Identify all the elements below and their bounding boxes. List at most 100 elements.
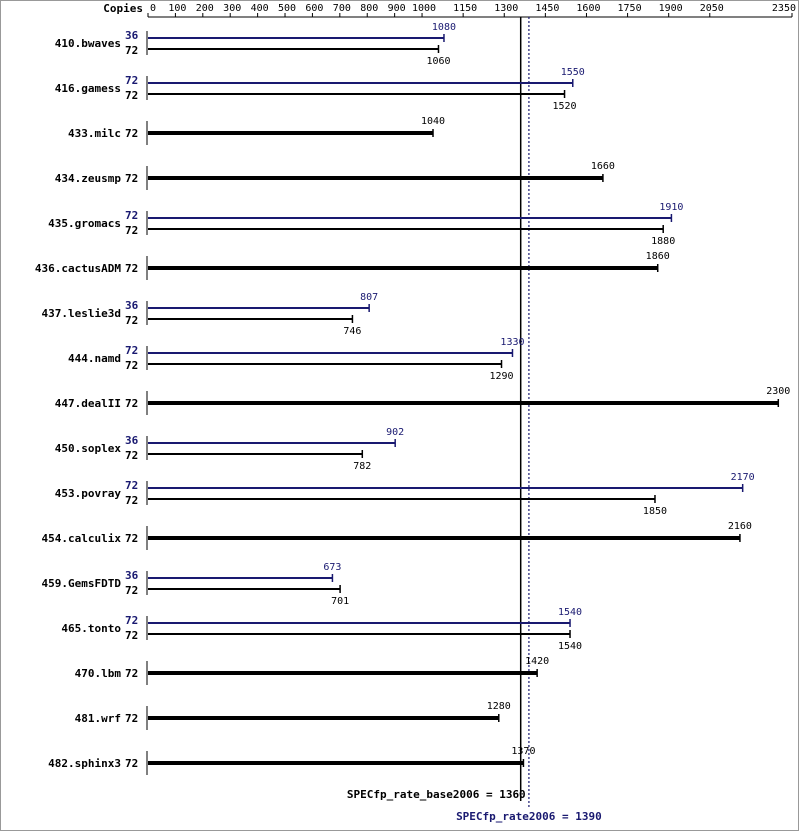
value-label: 1880: [651, 236, 675, 247]
benchmark-label: 470.lbm: [75, 667, 122, 680]
value-label: 807: [360, 292, 378, 303]
value-label: 1080: [432, 22, 456, 33]
value-label: 1290: [489, 371, 513, 382]
copies: 72: [125, 359, 138, 372]
bar: [148, 93, 565, 95]
x-tick-label: 700: [333, 3, 351, 14]
value-label: 902: [386, 427, 404, 438]
bar: [148, 37, 444, 39]
benchmark-label: 437.leslie3d: [42, 307, 121, 320]
value-label: 1330: [500, 337, 524, 348]
bar: [148, 536, 740, 540]
benchmark-label: 435.gromacs: [48, 217, 121, 230]
bar: [148, 266, 658, 270]
benchmark-label: 433.milc: [68, 127, 121, 140]
copies: 72: [125, 614, 138, 627]
x-tick-label: 300: [223, 3, 241, 14]
value-label: 701: [331, 596, 349, 607]
bar: [148, 401, 779, 405]
value-label: 673: [323, 562, 341, 573]
copies: 72: [125, 89, 138, 102]
bar: [148, 588, 341, 590]
x-tick-label: 0: [150, 3, 156, 14]
copies: 72: [125, 262, 138, 275]
copies: 36: [125, 299, 139, 312]
value-label: 1040: [421, 116, 445, 127]
benchmark-label: 410.bwaves: [55, 37, 121, 50]
value-label: 746: [343, 326, 361, 337]
value-label: 1540: [558, 641, 582, 652]
benchmark-label: 447.dealII: [55, 397, 121, 410]
x-tick-label: 1300: [494, 3, 518, 14]
copies: 72: [125, 757, 138, 770]
benchmark-label: 450.soplex: [55, 442, 122, 455]
bar: [148, 176, 603, 180]
copies: 72: [125, 494, 138, 507]
x-tick-label: 1750: [618, 3, 642, 14]
value-label: 782: [353, 461, 371, 472]
copies: 36: [125, 569, 139, 582]
copies: 72: [125, 172, 138, 185]
copies: 72: [125, 127, 138, 140]
bar: [148, 307, 370, 309]
copies: 72: [125, 532, 138, 545]
bar: [148, 217, 672, 219]
x-tick-label: 800: [360, 3, 378, 14]
bar: [148, 352, 513, 354]
copies: 72: [125, 314, 138, 327]
bar: [148, 577, 333, 579]
bar: [148, 716, 499, 720]
benchmark-label: 436.cactusADM: [35, 262, 121, 275]
value-label: 2160: [728, 521, 752, 532]
x-tick-label: 500: [278, 3, 296, 14]
copies: 72: [125, 224, 138, 237]
value-label: 2300: [766, 386, 790, 397]
x-tick-label: 900: [388, 3, 406, 14]
value-label: 1520: [552, 101, 576, 112]
copies: 72: [125, 584, 138, 597]
x-tick-label: 1600: [576, 3, 600, 14]
copies: 72: [125, 629, 138, 642]
benchmark-label: 416.gamess: [55, 82, 121, 95]
benchmark-label: 444.namd: [68, 352, 121, 365]
copies: 72: [125, 712, 138, 725]
value-label: 1860: [646, 251, 670, 262]
benchmark-label: 481.wrf: [75, 712, 121, 725]
copies: 72: [125, 397, 138, 410]
bar: [148, 453, 363, 455]
x-tick-label: 100: [168, 3, 186, 14]
benchmark-label: 454.calculix: [42, 532, 122, 545]
benchmark-label: 465.tonto: [61, 622, 121, 635]
reference-label: SPECfp_rate2006 = 1390: [456, 810, 602, 823]
bar: [148, 761, 524, 765]
x-tick-label: 1000: [412, 3, 436, 14]
x-tick-label: 2050: [700, 3, 724, 14]
x-tick-label: 1900: [659, 3, 683, 14]
copies: 72: [125, 74, 138, 87]
copies: 72: [125, 44, 138, 57]
bar: [148, 442, 396, 444]
x-tick-label: 2350: [772, 3, 796, 14]
value-label: 1850: [643, 506, 667, 517]
bar: [148, 82, 573, 84]
benchmark-label: 453.povray: [55, 487, 122, 500]
value-label: 1280: [487, 701, 511, 712]
x-tick-label: 1150: [453, 3, 477, 14]
bar: [148, 498, 655, 500]
copies: 36: [125, 29, 139, 42]
copies: 72: [125, 449, 138, 462]
copies: 72: [125, 667, 138, 680]
value-label: 1550: [561, 67, 585, 78]
value-label: 2170: [731, 472, 755, 483]
value-label: 1660: [591, 161, 615, 172]
value-label: 1910: [659, 202, 683, 213]
bar: [148, 633, 571, 635]
bar: [148, 131, 434, 135]
bar: [148, 318, 353, 320]
bar: [148, 671, 538, 675]
benchmark-label: 459.GemsFDTD: [42, 577, 122, 590]
bar: [148, 48, 439, 50]
copies: 72: [125, 209, 138, 222]
